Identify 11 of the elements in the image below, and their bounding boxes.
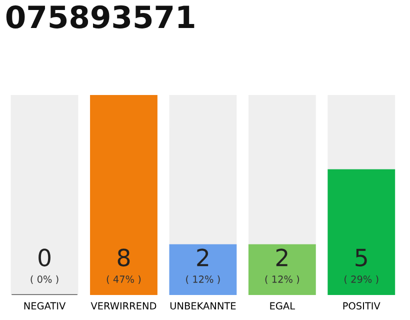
data-label: 8 ( 47% ) [106, 248, 141, 284]
x-tick-label: POSITIV [343, 302, 380, 310]
x-tick-label: NEGATIV [24, 302, 66, 310]
x-tick-label: UNBEKANNTE [170, 302, 236, 310]
chart-title: 075893571 [6, 5, 194, 28]
x-tick-label: VERWIRREND [90, 302, 156, 310]
data-label: 2 ( 12% ) [265, 248, 300, 284]
x-tick-label: EGAL [270, 302, 295, 310]
data-label: 2 ( 12% ) [186, 248, 220, 284]
data-label: 5 ( 29% ) [344, 248, 378, 284]
data-label: 0 ( 0% ) [30, 248, 58, 284]
